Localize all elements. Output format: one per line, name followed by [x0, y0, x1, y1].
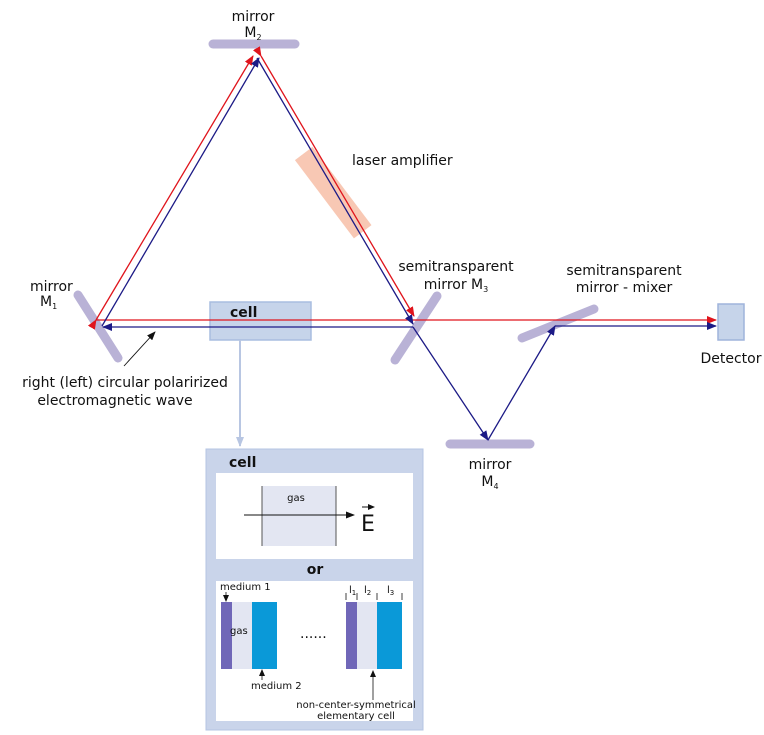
detector-label: Detector: [700, 351, 761, 367]
wave-pointer-arrow: [124, 332, 155, 366]
semitransparent-mixer-sublabel: mirror - mixer: [576, 280, 673, 296]
or-label: or: [307, 562, 324, 578]
mirror-m2-label: mirror: [232, 9, 275, 25]
semitransparent-m3-label: semitransparent: [398, 259, 514, 275]
ellipsis-dots: ......: [300, 626, 327, 642]
cell-box: [210, 302, 311, 340]
caption-line1: non-center-symmetrical: [296, 700, 416, 711]
mirror-m1-label: mirror: [30, 279, 73, 295]
medium2-layer: [252, 602, 277, 669]
blue-beam-m2-to-m3: [257, 58, 413, 324]
gas2-label: gas: [230, 626, 248, 637]
period-medium1: [346, 602, 357, 669]
red-beam-m1-to-m2: [96, 56, 253, 320]
laser-amplifier-label: laser amplifier: [352, 153, 453, 169]
medium2-label: medium 2: [251, 681, 302, 692]
caption-line2: elementary cell: [317, 711, 395, 722]
inset-title: cell: [229, 455, 256, 471]
mirror-m1-sublabel: M1: [40, 294, 57, 311]
cell-label: cell: [230, 305, 257, 321]
medium1-label: medium 1: [220, 582, 271, 593]
period-gas: [357, 602, 377, 669]
detector-box: [718, 304, 744, 340]
gas-label: gas: [287, 493, 305, 504]
cell-inset-panel: cell gas E or medium 1 gas medium 2 ....…: [206, 449, 423, 730]
period-medium2: [377, 602, 402, 669]
wave-label-line1: right (left) circular polarirized: [22, 375, 228, 391]
red-beam-m2-to-m3: [261, 56, 414, 316]
blue-beam-m4-to-mixer: [488, 326, 555, 440]
semitransparent-mirror-mixer: [522, 309, 594, 338]
field-label: E: [361, 512, 375, 537]
mirror-m4-label: mirror: [469, 457, 512, 473]
mirror-m2-sublabel: M2: [244, 25, 261, 42]
semitransparent-mirror-m3: [395, 296, 437, 360]
blue-beam-m3-to-m4: [413, 327, 488, 440]
semitransparent-mixer-label: semitransparent: [566, 263, 682, 279]
blue-beam-m1-to-m2: [102, 58, 259, 326]
semitransparent-m3-sublabel: mirror M3: [424, 277, 488, 294]
mirror-m4-sublabel: M4: [481, 474, 498, 491]
wave-label-line2: electromagnetic wave: [37, 393, 192, 409]
